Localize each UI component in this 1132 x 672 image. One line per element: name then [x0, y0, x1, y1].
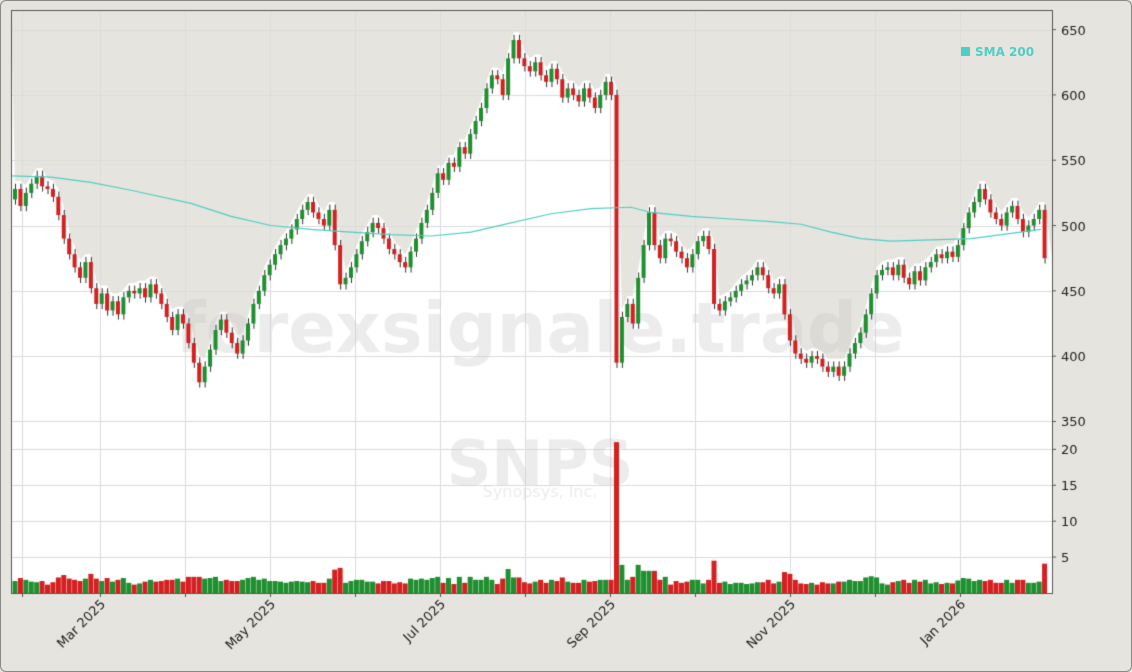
legend-label: SMA 200: [975, 45, 1035, 59]
legend-sma200: SMA 200: [961, 45, 1034, 59]
sma-swatch-icon: [961, 47, 970, 56]
